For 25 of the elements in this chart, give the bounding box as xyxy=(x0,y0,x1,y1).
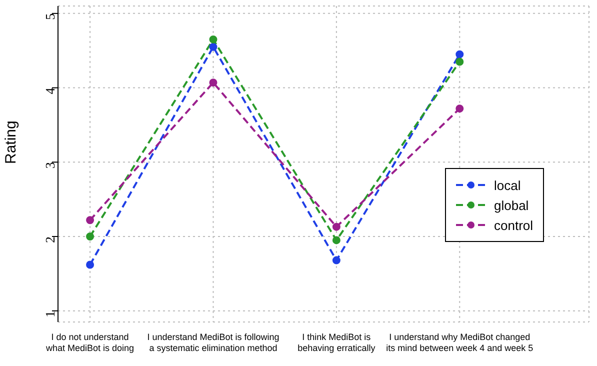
legend-label: global xyxy=(494,198,529,212)
y-tick-label: 4 xyxy=(42,87,58,94)
point xyxy=(209,42,218,51)
legend-label: control xyxy=(494,218,534,232)
point xyxy=(86,260,94,269)
y-tick-label: 5 xyxy=(42,13,58,20)
legend-label: local xyxy=(494,178,521,192)
x-tick-label: I understand MediBot is following a systematic elimination method xyxy=(147,332,280,353)
point xyxy=(456,50,464,58)
point xyxy=(209,35,218,44)
y-tick-label: 1 xyxy=(42,310,58,318)
point xyxy=(332,222,340,231)
point xyxy=(332,256,340,264)
point xyxy=(86,216,94,224)
x-tick-label: I do not understand what MediBot is doing xyxy=(45,332,134,353)
point xyxy=(456,104,464,113)
x-tick-label: I understand why MediBot changed its mind between week 4 and week 5 xyxy=(386,332,534,353)
point xyxy=(86,232,94,240)
y-axis-title: Rating xyxy=(2,120,20,164)
point xyxy=(332,236,340,244)
x-tick-label: I think MediBot is behaving erratically xyxy=(298,332,376,353)
point xyxy=(456,58,464,66)
point xyxy=(209,78,218,87)
y-tick-label: 2 xyxy=(42,236,58,243)
y-tick-label: 3 xyxy=(42,162,58,169)
